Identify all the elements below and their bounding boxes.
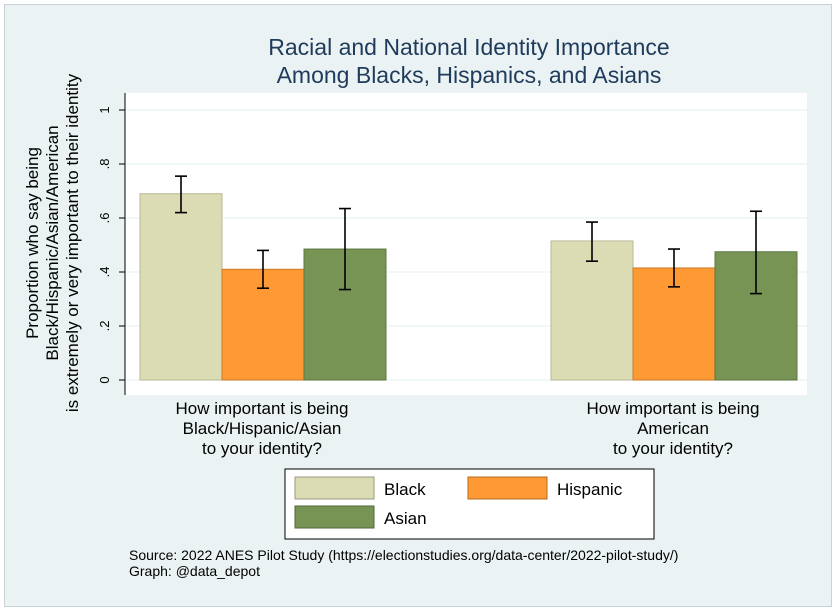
error-bars bbox=[175, 175, 762, 295]
error-bar-hispanic-1 bbox=[257, 249, 269, 290]
legend-label-hispanic: Hispanic bbox=[557, 480, 623, 499]
bar-hispanic-1 bbox=[221, 268, 305, 381]
y-tick-label: 1 bbox=[97, 106, 112, 113]
category-label-1-line-2: Black/Hispanic/Asian bbox=[183, 419, 342, 438]
category-label-2-line-3: to your identity? bbox=[613, 439, 733, 458]
chart: Racial and National Identity Importance … bbox=[23, 34, 807, 579]
chart-title-line-2: Among Blacks, Hispanics, and Asians bbox=[277, 62, 662, 88]
y-tick-label: .6 bbox=[97, 213, 112, 224]
error-bar-asian-2 bbox=[750, 210, 762, 295]
y-tick-label: .4 bbox=[97, 267, 112, 278]
legend-label-asian: Asian bbox=[384, 509, 427, 528]
y-tick-label: .2 bbox=[97, 321, 112, 332]
legend-swatch-black bbox=[294, 476, 375, 500]
y-tick-label: 0 bbox=[97, 376, 112, 383]
y-axis-title-line-1: Proportion who say being bbox=[23, 147, 42, 339]
y-tick-label: .8 bbox=[97, 159, 112, 170]
legend-swatch-hispanic bbox=[467, 476, 548, 500]
error-bar-black-2 bbox=[586, 221, 598, 263]
error-bar-black-1 bbox=[175, 175, 187, 214]
category-label-2-line-1: How important is being bbox=[587, 399, 760, 418]
bar-black-2 bbox=[550, 240, 634, 381]
legend-label-black: Black bbox=[384, 480, 426, 499]
y-axis-ticks: 0 .2 .4 .6 .8 1 bbox=[97, 106, 125, 384]
bar-black-1 bbox=[139, 193, 223, 381]
error-bar-asian-1 bbox=[339, 207, 351, 291]
graph-credit-note: Graph: @data_depot bbox=[129, 563, 260, 579]
category-label-2-line-2: American bbox=[637, 419, 709, 438]
y-axis-title-line-2: Black/Hispanic/Asian/American bbox=[43, 125, 62, 360]
error-bar-hispanic-2 bbox=[668, 248, 680, 288]
category-label-1-line-1: How important is being bbox=[176, 399, 349, 418]
legend: Black Hispanic Asian bbox=[284, 468, 655, 540]
graph-region: Racial and National Identity Importance … bbox=[4, 4, 832, 607]
chart-title-line-1: Racial and National Identity Importance bbox=[268, 34, 669, 60]
category-label-1-line-3: to your identity? bbox=[202, 439, 322, 458]
y-axis-title-line-3: is extremely or very important to their … bbox=[63, 73, 82, 412]
source-note: Source: 2022 ANES Pilot Study (https://e… bbox=[129, 547, 678, 563]
legend-swatch-asian bbox=[294, 505, 375, 529]
